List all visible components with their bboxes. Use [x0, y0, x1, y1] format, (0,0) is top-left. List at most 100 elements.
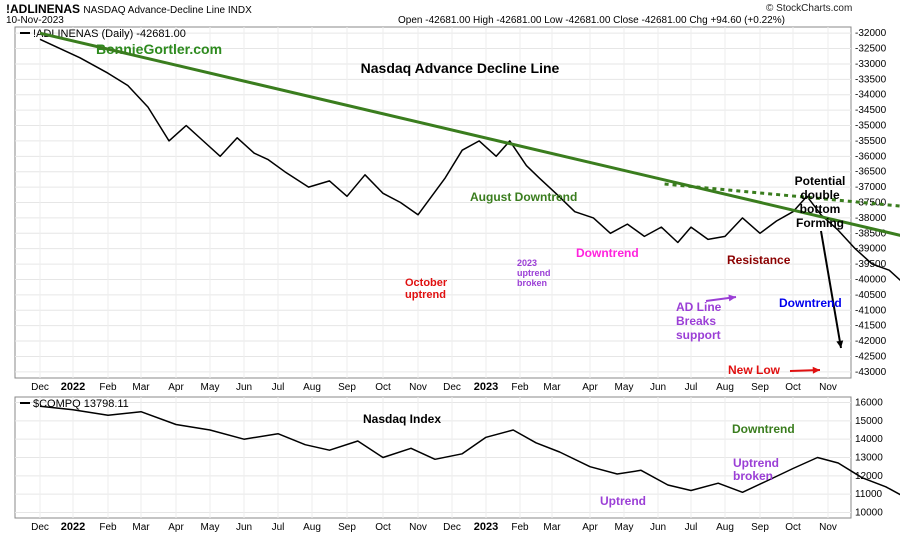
x-tick-label: Aug: [303, 522, 321, 533]
y-tick-label: -35500: [855, 136, 887, 147]
x-tick-label: May: [615, 382, 634, 393]
x-tick-label: Apr: [168, 522, 184, 533]
annotation-october-uptrend: October: [405, 277, 448, 289]
annotation-recent-downtrend: Downtrend: [779, 296, 842, 310]
y-tick-label: -42500: [855, 351, 887, 362]
y-tick-label: -34000: [855, 90, 887, 101]
chart-title: Nasdaq Index: [363, 412, 441, 426]
series-line: [39, 38, 900, 282]
double-bottom-arrow-head: [836, 340, 844, 348]
support-break-arrow-head: [728, 294, 736, 302]
x-tick-label: Sep: [338, 522, 356, 533]
y-tick-label: -43000: [855, 367, 887, 378]
x-tick-label: Apr: [582, 522, 598, 533]
y-tick-label: -42000: [855, 336, 887, 347]
x-tick-label: Nov: [819, 382, 837, 393]
y-tick-label: -41000: [855, 305, 887, 316]
x-tick-label: 2022: [61, 381, 85, 393]
y-tick-label: 16000: [855, 398, 883, 409]
watermark: BonnieGortler.com: [96, 41, 222, 57]
x-tick-label: Mar: [543, 382, 561, 393]
ad-line-panel: -32000 -32500 -33000 -33500 -34000 -34500 -350…: [14, 26, 900, 393]
header-ohlc: Open -42681.00 High -42681.00 Low -42681…: [398, 15, 785, 26]
annotation-august-downtrend: August Downtrend: [470, 190, 577, 204]
x-tick-label: Jul: [272, 382, 285, 393]
y-tick-label: -33000: [855, 59, 887, 70]
y-tick-label: 14000: [855, 434, 883, 445]
x-tick-label: Dec: [31, 382, 49, 393]
y-tick-label: -34500: [855, 105, 887, 116]
annotation-double-bottom: Potential: [795, 174, 846, 188]
x-tick-label: Oct: [375, 522, 391, 533]
annotation-downtrend: Downtrend: [576, 246, 639, 260]
x-tick-label: Feb: [511, 522, 529, 533]
x-tick-label: Aug: [716, 522, 734, 533]
x-tick-label: Nov: [409, 382, 427, 393]
x-tick-label: Jun: [650, 522, 666, 533]
header-symbol: !ADLINENAS: [6, 2, 80, 16]
x-tick-label: May: [615, 522, 634, 533]
new-low-arrow-head: [812, 366, 820, 374]
y-tick-label: 11000: [855, 489, 883, 500]
x-tick-label: Nov: [819, 522, 837, 533]
stockcharts-credit: © StockCharts.com: [766, 3, 853, 14]
header-title: !ADLINENAS NASDAQ Advance-Decline Line I…: [6, 2, 252, 16]
y-tick-label: -35000: [855, 121, 887, 132]
y-tick-label: -38500: [855, 228, 887, 239]
x-tick-label: Feb: [99, 382, 117, 393]
x-tick-label: Mar: [132, 382, 150, 393]
annotation-support-break: support: [676, 328, 721, 342]
x-tick-label: Sep: [751, 522, 769, 533]
annotation-2023-uptrend-broken: 2023: [517, 258, 537, 268]
annotation-support-break: AD Line: [676, 300, 722, 314]
x-tick-label: Jul: [272, 522, 285, 533]
x-tick-label: Feb: [99, 522, 117, 533]
y-tick-label: -40000: [855, 274, 887, 285]
x-tick-label: Oct: [785, 522, 801, 533]
annotation-2023-uptrend-broken: uptrend: [517, 268, 551, 278]
y-tick-label: -39500: [855, 259, 887, 270]
x-tick-label: Oct: [375, 382, 391, 393]
annotation-double-bottom: Forming: [796, 216, 844, 230]
y-tick-label: -32500: [855, 44, 887, 55]
x-tick-label: Aug: [303, 382, 321, 393]
x-tick-label: Jul: [685, 522, 698, 533]
y-tick-label: -32000: [855, 28, 887, 39]
x-tick-label: Dec: [443, 382, 461, 393]
double-bottom-arrow: [820, 230, 842, 349]
x-tick-label: Dec: [443, 522, 461, 533]
trendline-main-downtrend: [39, 31, 900, 237]
annotation-double-bottom: bottom: [800, 202, 841, 216]
series-line: [39, 405, 900, 496]
annotation-nasdaq-uptrend-broken: Uptrend: [733, 456, 779, 470]
x-tick-label: Nov: [409, 522, 427, 533]
x-tick-label: 2022: [61, 521, 85, 533]
x-tick-label: Oct: [785, 382, 801, 393]
x-tick-label: Jun: [236, 382, 252, 393]
header-date: 10-Nov-2023: [6, 15, 64, 26]
x-tick-label: Jun: [236, 522, 252, 533]
x-tick-label: Apr: [168, 382, 184, 393]
annotation-nasdaq-uptrend: Uptrend: [600, 494, 646, 508]
chart-title: Nasdaq Advance Decline Line: [361, 60, 560, 76]
y-tick-label: 12000: [855, 471, 883, 482]
y-tick-label: 10000: [855, 508, 883, 519]
nasdaq-panel: 16000 15000 14000 13000 12000 11000 10000 Dec 20…: [14, 396, 900, 533]
annotation-resistance: Resistance: [727, 253, 791, 267]
annotation-nasdaq-downtrend: Downtrend: [732, 422, 795, 436]
legend-label: !ADLINENAS (Daily) -42681.00: [33, 28, 186, 40]
y-tick-label: -40500: [855, 290, 887, 301]
header-description: NASDAQ Advance-Decline Line INDX: [83, 5, 252, 16]
y-tick-label: -37500: [855, 198, 887, 209]
legend-label: $COMPQ 13798.11: [33, 398, 129, 410]
y-tick-label: -36500: [855, 167, 887, 178]
x-tick-label: May: [201, 382, 220, 393]
x-tick-label: Jul: [685, 382, 698, 393]
annotation-2023-uptrend-broken: broken: [517, 278, 547, 288]
x-tick-label: Sep: [751, 382, 769, 393]
annotation-support-break: Breaks: [676, 314, 716, 328]
y-tick-label: -37000: [855, 182, 887, 193]
y-tick-label: -36000: [855, 151, 887, 162]
annotation-nasdaq-uptrend-broken: broken: [733, 469, 773, 483]
